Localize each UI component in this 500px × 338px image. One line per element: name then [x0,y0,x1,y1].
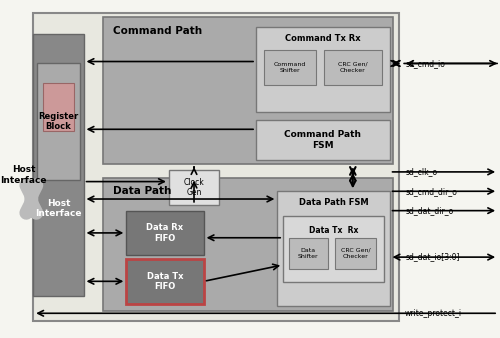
Text: Data Tx  Rx: Data Tx Rx [309,225,358,235]
Bar [256,120,390,160]
Text: sd_dat_dir_o: sd_dat_dir_o [405,206,454,215]
Bar [283,216,384,282]
Bar [34,34,84,296]
Bar [289,238,328,269]
Text: CRC Gen/
Checker: CRC Gen/ Checker [338,62,368,73]
Text: Host
Interface: Host Interface [0,165,47,185]
Text: Command Path
FSM: Command Path FSM [284,130,362,150]
Text: Data Rx
FIFO: Data Rx FIFO [146,223,184,243]
Text: Host
Interface: Host Interface [35,199,82,218]
Text: sd_dat_io[3:0]: sd_dat_io[3:0] [405,252,460,262]
Text: CRC Gen/
Checker: CRC Gen/ Checker [341,248,370,259]
Bar [43,83,74,131]
Bar [126,259,204,304]
Bar [103,17,394,164]
Text: Command
Shifter: Command Shifter [274,62,306,73]
Text: write_protect_i: write_protect_i [405,309,462,318]
Text: Data Tx
FIFO: Data Tx FIFO [146,272,183,291]
Bar [37,64,80,180]
Bar [256,27,390,112]
Text: Data Path: Data Path [112,186,171,196]
Bar [103,178,394,311]
Bar [126,211,204,255]
Text: Command Path: Command Path [112,26,202,35]
Text: sd_clk_o: sd_clk_o [405,167,437,176]
Text: sd_cmd_io: sd_cmd_io [405,59,445,68]
Text: Clock
Gen: Clock Gen [184,178,204,197]
Bar [34,13,400,321]
Bar [169,170,219,205]
Bar [324,50,382,85]
Text: sd_cmd_dir_o: sd_cmd_dir_o [405,187,457,196]
Text: Data Path FSM: Data Path FSM [298,198,368,208]
Bar [264,50,316,85]
Text: Data
Shifter: Data Shifter [298,248,318,259]
Bar [278,191,390,306]
Bar [336,238,376,269]
Text: Command Tx Rx: Command Tx Rx [285,34,360,43]
Text: Register
Block: Register Block [38,112,78,131]
